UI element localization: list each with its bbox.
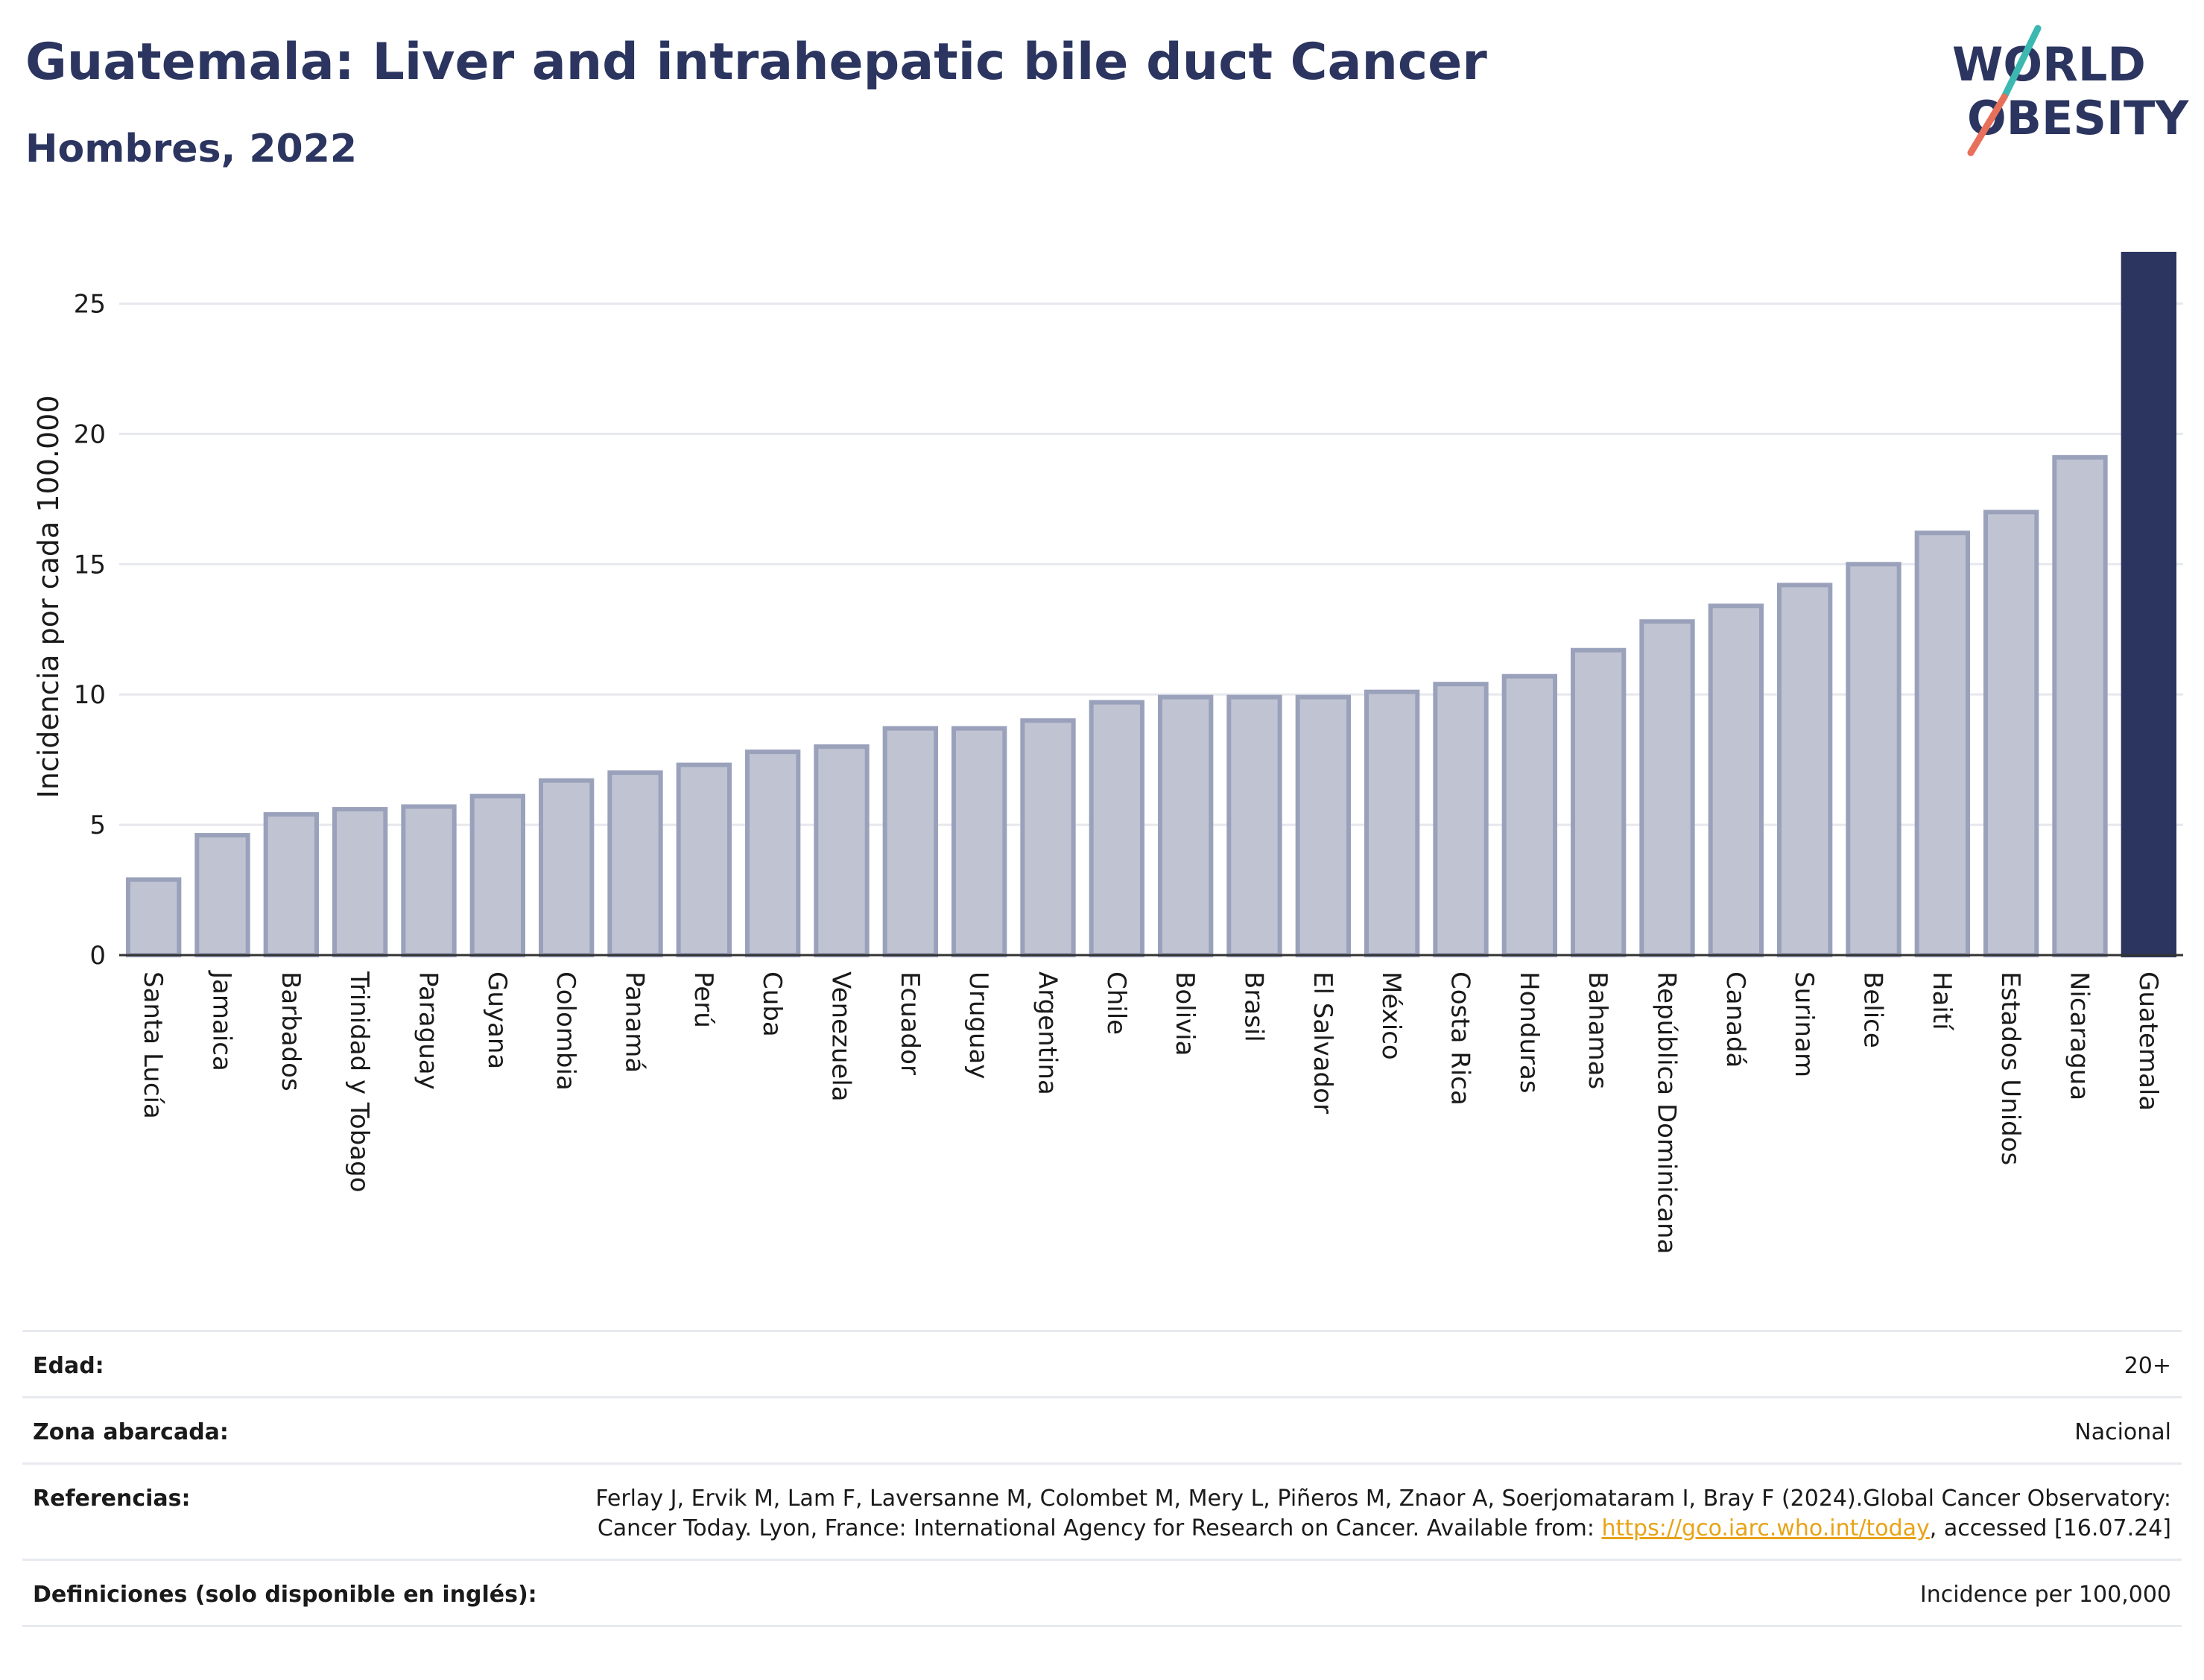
- x-tick-label: Perú: [688, 971, 718, 1028]
- chart-subtitle: Hombres, 2022: [25, 127, 358, 171]
- bar: [1708, 603, 1764, 958]
- bar: [814, 744, 870, 957]
- x-tick-label: Uruguay: [963, 971, 993, 1080]
- x-tick-label: Barbados: [276, 971, 305, 1091]
- meta-area-label: Zona abarcada:: [33, 1419, 229, 1445]
- meta-row-references: Referencias: Ferlay J, Ervik M, Lam F, L…: [22, 1462, 2182, 1559]
- x-tick-label: República Dominicana: [1652, 971, 1682, 1254]
- x-tick-label: Bahamas: [1583, 971, 1612, 1089]
- x-tick-label: Santa Lucía: [138, 971, 168, 1119]
- meta-defs-label: Definiciones (solo disponible en inglés)…: [33, 1582, 537, 1608]
- x-tick-label: Haití: [1927, 971, 1957, 1031]
- world-obesity-logo: WORLD OBESITY: [1952, 25, 2189, 156]
- x-tick-label: Venezuela: [826, 971, 856, 1102]
- bar: [332, 807, 388, 957]
- meta-defs-value: Incidence per 100,000: [1919, 1582, 2171, 1608]
- bar: [401, 804, 457, 957]
- meta-refs-link[interactable]: https://gco.iarc.who.int/today: [1601, 1515, 1930, 1541]
- bar: [1983, 510, 2039, 957]
- meta-refs-value: Ferlay J, Ervik M, Lam F, Laversanne M, …: [532, 1484, 2171, 1544]
- metadata-table: Edad: 20+ Zona abarcada: Nacional Refere…: [22, 1330, 2182, 1627]
- y-tick-label: 20: [74, 419, 106, 449]
- bar: [1571, 647, 1627, 957]
- x-tick-label: Belice: [1858, 971, 1888, 1048]
- x-tick-label: Cuba: [757, 971, 787, 1037]
- x-tick-label: Colombia: [551, 971, 580, 1091]
- x-tick-label: Canadá: [1720, 971, 1750, 1068]
- bar: [1433, 682, 1489, 957]
- bar: [1777, 583, 1833, 957]
- x-tick-label: Chile: [1101, 971, 1131, 1035]
- y-tick-label: 15: [74, 550, 106, 580]
- x-tick-label: El Salvador: [1308, 971, 1337, 1114]
- bar: [882, 726, 938, 958]
- bar: [126, 877, 182, 958]
- bar: [539, 778, 595, 958]
- meta-row-area: Zona abarcada: Nacional: [22, 1396, 2182, 1462]
- x-tick-label: Guatemala: [2133, 971, 2163, 1111]
- bar: [1158, 694, 1214, 957]
- x-tick-label: Costa Rica: [1445, 971, 1475, 1106]
- x-tick-label: Ecuador: [895, 971, 925, 1075]
- bar: [469, 793, 525, 958]
- x-tick-label: Trinidad y Tobago: [344, 971, 374, 1193]
- bar: [194, 833, 250, 957]
- x-tick-label: Panamá: [620, 971, 650, 1073]
- meta-refs-text-1: Ferlay J, Ervik M, Lam F, Laversanne M, …: [595, 1486, 2171, 1541]
- bar: [951, 726, 1007, 958]
- bar: [1639, 619, 1695, 957]
- bar: [1295, 694, 1351, 957]
- bar: [2121, 251, 2176, 958]
- bar: [1501, 673, 1557, 957]
- bar: [1364, 689, 1420, 958]
- meta-refs-label: Referencias:: [33, 1486, 191, 1512]
- bar: [1226, 694, 1282, 957]
- bar: [745, 749, 801, 958]
- bar: [2052, 454, 2108, 957]
- meta-age-label: Edad:: [33, 1353, 104, 1379]
- bar: [263, 812, 319, 957]
- bar-chart: 0 5 10 15 20 25 Incidencia por cada 100.000 San…: [32, 251, 2183, 1254]
- y-tick-label: 10: [74, 680, 106, 710]
- meta-row-age: Edad: 20+: [22, 1330, 2182, 1396]
- x-tick-label: Honduras: [1514, 971, 1544, 1094]
- x-tick-label: Brasil: [1239, 971, 1269, 1042]
- x-tick-label: Bolivia: [1170, 971, 1200, 1056]
- x-tick-label: Paraguay: [414, 971, 443, 1090]
- bar: [1089, 700, 1144, 958]
- meta-age-value: 20+: [2124, 1353, 2171, 1379]
- x-tick-label: Guyana: [482, 971, 512, 1069]
- bar: [1020, 718, 1076, 957]
- y-tick-label: 0: [89, 941, 106, 971]
- bar: [607, 770, 663, 958]
- y-axis-label: Incidencia por cada 100.000: [32, 395, 65, 798]
- x-tick-label: Surinam: [1789, 971, 1819, 1077]
- bar: [1846, 562, 1901, 957]
- x-tick-label: Nicaragua: [2065, 971, 2094, 1100]
- bar: [1914, 530, 1970, 957]
- x-tick-label: México: [1376, 971, 1406, 1060]
- bar: [676, 762, 732, 957]
- meta-area-value: Nacional: [2074, 1419, 2171, 1445]
- meta-refs-text-2: , accessed [16.07.24]: [1929, 1515, 2171, 1541]
- chart-title: Guatemala: Liver and intrahepatic bile d…: [25, 33, 1487, 92]
- y-tick-label: 25: [74, 289, 106, 319]
- meta-row-definitions: Definiciones (solo disponible en inglés)…: [22, 1559, 2182, 1627]
- x-tick-label: Argentina: [1033, 971, 1063, 1095]
- logo-line1: WORLD: [1952, 37, 2146, 92]
- y-tick-label: 5: [89, 811, 106, 840]
- x-tick-label: Jamaica: [207, 970, 237, 1071]
- x-tick-label: Estados Unidos: [1995, 971, 2025, 1165]
